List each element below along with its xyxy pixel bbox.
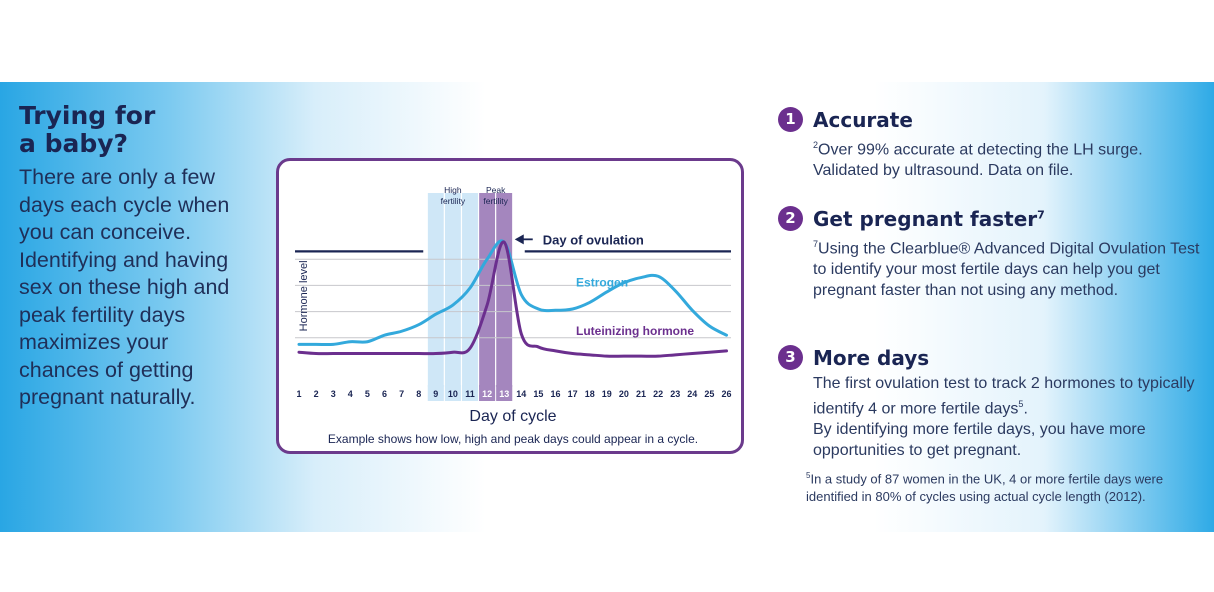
- benefit-title: More days: [813, 345, 930, 370]
- x-tick-label: 12: [482, 389, 492, 399]
- peak-fertility-label-line-2: fertility: [483, 196, 508, 206]
- high-fertility-band: [427, 193, 479, 387]
- benefit-accurate: 1 Accurate 2Over 99% accurate at detecti…: [778, 107, 1208, 181]
- number-badge-3: 3: [778, 345, 803, 370]
- ovulation-arrow: [514, 234, 524, 245]
- benefit-title: Get pregnant faster7: [813, 206, 1045, 231]
- hormone-chart: Day of ovulationHighfertilityPeakfertili…: [295, 185, 732, 446]
- benefit-faster: 2 Get pregnant faster7 7Using the Clearb…: [778, 206, 1208, 301]
- x-tick-label: 23: [670, 389, 680, 399]
- page-headline: Trying for a baby?: [19, 102, 249, 158]
- x-tick-label: 25: [704, 389, 714, 399]
- benefit-footnote: 5In a study of 87 women in the UK, 4 or …: [806, 471, 1164, 505]
- high-fertility-label-line-2: fertility: [441, 196, 466, 206]
- ovulation-label: Day of ovulation: [543, 232, 644, 247]
- x-tick-label: 7: [399, 389, 404, 399]
- chart-card: Day of ovulation High fertility Peak fertili…: [276, 158, 744, 454]
- headline-line-2: a baby?: [19, 129, 129, 158]
- x-axis-label: Day of cycle: [469, 408, 556, 425]
- benefit-body: 2Over 99% accurate at detecting the LH s…: [813, 140, 1143, 180]
- chart-caption: Example shows how low, high and peak day…: [328, 432, 698, 446]
- x-tick-label: 21: [636, 389, 646, 399]
- x-tick-label: 17: [568, 389, 578, 399]
- x-tick-label: 5: [365, 389, 370, 399]
- x-tick-label: 22: [653, 389, 663, 399]
- x-tick-label: 8: [416, 389, 421, 399]
- x-tick-label: 9: [433, 389, 438, 399]
- x-tick-label: 24: [687, 389, 697, 399]
- tick-box-10: [444, 385, 461, 401]
- estrogen-line: [297, 239, 728, 347]
- benefit-title: Accurate: [813, 107, 913, 132]
- x-tick-label: 10: [448, 389, 458, 399]
- benefit-body: The first ovulation test to track 2 horm…: [813, 375, 1195, 460]
- x-tick-label: 15: [533, 389, 543, 399]
- intro-text: There are only a few days each cycle whe…: [19, 165, 230, 409]
- x-tick-label: 3: [331, 389, 336, 399]
- x-tick-label: 1: [296, 389, 301, 399]
- x-tick-label: 26: [721, 389, 731, 399]
- lh-label: Luteinizing hormone: [576, 324, 694, 338]
- intro-panel: Trying for a baby? There are only a few …: [19, 102, 249, 412]
- benefit-more-days: 3 More days The first ovulation test to …: [778, 345, 1208, 506]
- high-fertility-label-line-1: High: [444, 185, 462, 195]
- x-tick-label: 20: [619, 389, 629, 399]
- x-tick-label: 16: [550, 389, 560, 399]
- estrogen-label: Estrogen: [576, 276, 628, 290]
- tick-box-13: [496, 385, 513, 401]
- peak-fertility-label-line-1: Peak: [486, 185, 506, 195]
- x-tick-label: 13: [499, 389, 509, 399]
- lh-line: [297, 240, 728, 358]
- x-tick-label: 14: [516, 389, 526, 399]
- number-badge-1: 1: [778, 107, 803, 132]
- headline-line-1: Trying for: [19, 101, 156, 130]
- y-axis-label: Hormone level: [298, 260, 310, 331]
- hero-banner: Trying for a baby? There are only a few …: [0, 82, 1214, 532]
- number-badge-2: 2: [778, 206, 803, 231]
- x-tick-label: 19: [602, 389, 612, 399]
- tick-box-12: [479, 385, 496, 401]
- x-tick-label: 11: [465, 389, 475, 399]
- tick-box-11: [461, 385, 479, 401]
- x-tick-label: 4: [348, 389, 353, 399]
- x-tick-label: 6: [382, 389, 387, 399]
- x-tick-label: 18: [585, 389, 595, 399]
- tick-box-9: [427, 385, 444, 401]
- x-tick-label: 2: [314, 389, 319, 399]
- benefit-body: 7Using the Clearblue® Advanced Digital O…: [813, 239, 1200, 300]
